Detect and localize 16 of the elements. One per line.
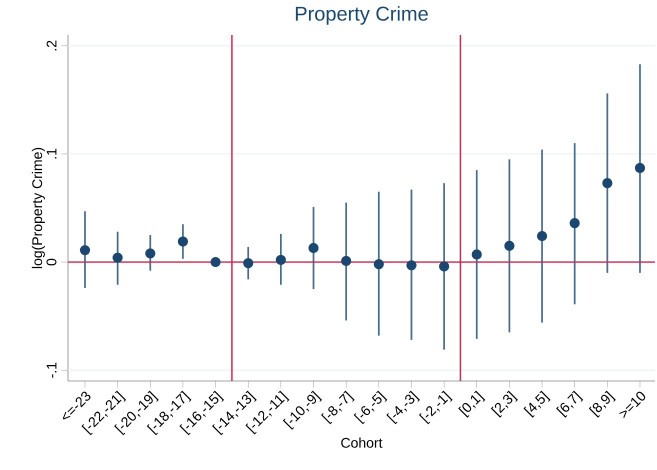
y-axis-title: log(Property Crime) [32, 148, 45, 268]
y-tick-label: -.1 [46, 362, 56, 378]
point [472, 249, 482, 260]
point [178, 236, 188, 247]
point [80, 245, 90, 256]
point [308, 242, 319, 254]
y-tick-label: 0 [46, 258, 56, 266]
x-axis-title: Cohort [341, 437, 382, 448]
point [536, 231, 548, 242]
chart-title: Property Crime [296, 6, 428, 25]
point [210, 256, 221, 268]
y-tick-label: .1 [46, 148, 56, 158]
point [406, 260, 417, 270]
point [634, 162, 646, 174]
y-tick-label: .2 [46, 40, 56, 50]
point [341, 256, 352, 266]
